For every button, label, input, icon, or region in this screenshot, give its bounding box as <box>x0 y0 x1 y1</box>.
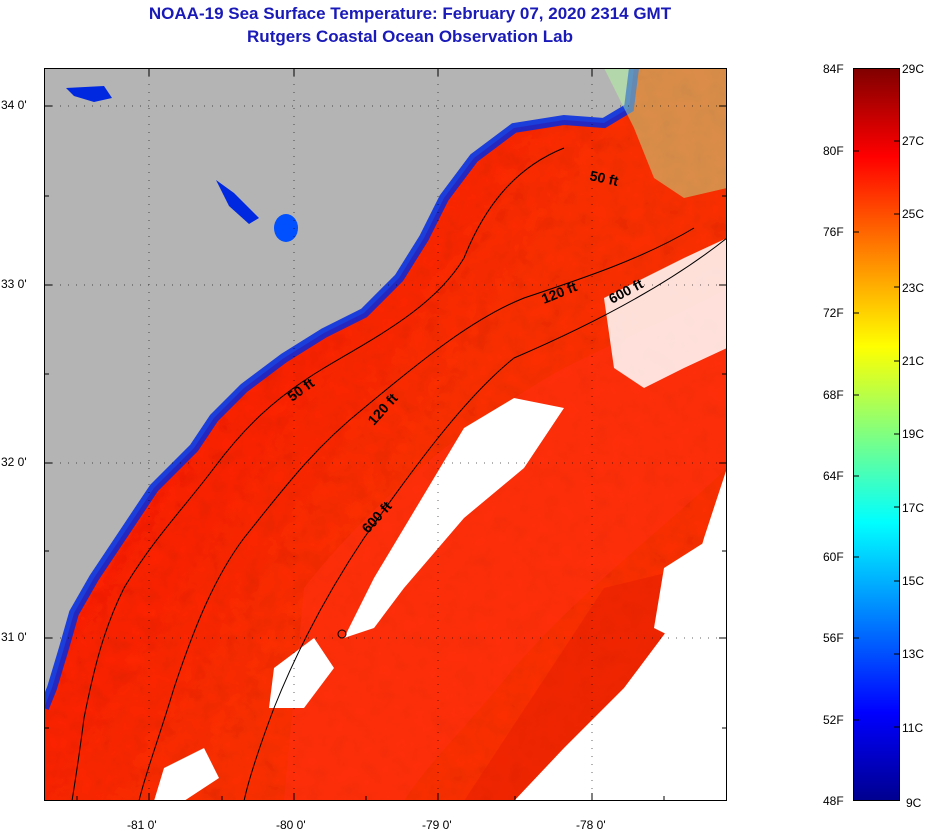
map-title: NOAA-19 Sea Surface Temperature: Februar… <box>148 4 672 23</box>
lon-label-80: -80 0' <box>276 818 306 832</box>
cloud-mask-5 <box>269 638 334 708</box>
cb-f-84: 84F <box>823 62 844 76</box>
colorbar-ticks <box>853 140 900 728</box>
cb-f-76: 76F <box>823 225 844 239</box>
lon-label-81: -81 0' <box>127 818 157 832</box>
inland-lake <box>66 86 112 102</box>
cb-f-64: 64F <box>823 469 844 483</box>
inland-river <box>216 180 259 224</box>
cb-c-17: 17C <box>902 501 925 515</box>
cloud-mask-3 <box>604 238 727 388</box>
lat-label-33: 33 0' <box>1 277 27 291</box>
isobath-120ft <box>138 227 695 801</box>
map-frame <box>44 68 727 801</box>
coastal-cold-water <box>44 68 639 710</box>
cloud-mask-1 <box>344 398 564 638</box>
cloud-mask-4 <box>654 528 727 648</box>
cb-c-23: 23C <box>902 281 925 295</box>
cb-c-15: 15C <box>902 574 925 588</box>
cb-f-56: 56F <box>823 631 844 645</box>
station-marker <box>337 629 347 639</box>
cb-c-25: 25C <box>902 207 925 221</box>
cb-f-72: 72F <box>823 306 844 320</box>
map-ticks <box>44 68 727 801</box>
cb-c-21: 21C <box>902 354 925 368</box>
cb-f-60: 60F <box>823 550 844 564</box>
map-subtitle: Rutgers Coastal Ocean Observation Lab <box>247 27 573 46</box>
land-mass <box>44 68 634 708</box>
isobath-label-50ft-north: 50 ft <box>588 167 620 189</box>
isobath-50ft <box>71 147 565 801</box>
cloud-mask-2 <box>514 468 727 801</box>
sst-map: 50 ft 120 ft 600 ft 50 ft 120 ft 600 ft <box>44 68 727 801</box>
cb-c-13: 13C <box>902 647 925 661</box>
cape-shelf-water <box>604 68 727 198</box>
warm-gulf-stream-band <box>284 288 727 801</box>
colorbar <box>853 68 900 801</box>
cb-f-52: 52F <box>823 713 844 727</box>
sst-map-panel: 50 ft 120 ft 600 ft 50 ft 120 ft 600 ft <box>44 68 727 801</box>
cb-f-48: 48F <box>823 794 844 808</box>
cb-c-19: 19C <box>902 427 925 441</box>
lat-label-32: 32 0' <box>1 455 27 469</box>
cb-c-9: 9C <box>906 796 922 810</box>
inland-reservoir <box>274 214 298 242</box>
cb-c-27: 27C <box>902 134 925 148</box>
lon-label-79: -79 0' <box>422 818 452 832</box>
cb-f-80: 80F <box>823 144 844 158</box>
lat-label-31: 31 0' <box>1 630 27 644</box>
lon-label-78: -78 0' <box>576 818 606 832</box>
isobath-600ft <box>243 237 727 801</box>
cb-c-11: 11C <box>902 721 924 735</box>
lat-label-34: 34 0' <box>1 98 27 112</box>
cb-f-68: 68F <box>823 388 844 402</box>
cb-c-29: 29C <box>902 62 925 76</box>
colorbar-gradient <box>853 68 900 801</box>
cloud-mask-6 <box>154 748 219 801</box>
